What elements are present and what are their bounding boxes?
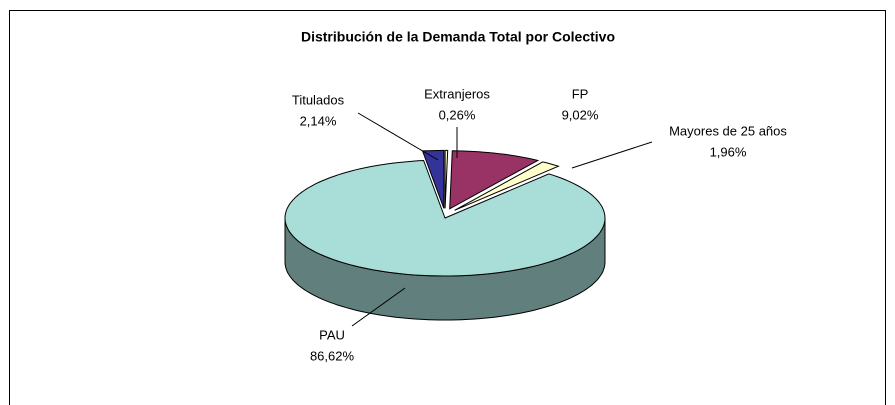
leader-line (357, 112, 439, 161)
chart-title: Distribución de la Demanda Total por Col… (301, 29, 615, 45)
leader-line (571, 141, 653, 169)
slice-label: Extranjeros (424, 86, 490, 101)
slice (454, 161, 560, 211)
slice (444, 149, 449, 209)
slice-label: Mayores de 25 años (669, 123, 787, 138)
slice (284, 159, 606, 277)
leader-line (351, 287, 406, 327)
slice-value-label: 9,02% (562, 107, 599, 122)
slice-value-label: 86,62% (310, 348, 355, 363)
slice-label: FP (572, 86, 589, 101)
slice-value-label: 0,26% (439, 107, 476, 122)
slice-label: PAU (319, 327, 345, 342)
slice-value-label: 1,96% (710, 144, 747, 159)
labels: Extranjeros 0,26% FP 9,02% Mayores de 25 año… (292, 86, 788, 363)
slice-value-label: 2,14% (300, 113, 337, 128)
chart-frame (9, 10, 886, 405)
slice-label: Titulados (292, 92, 345, 107)
slice (449, 150, 540, 210)
